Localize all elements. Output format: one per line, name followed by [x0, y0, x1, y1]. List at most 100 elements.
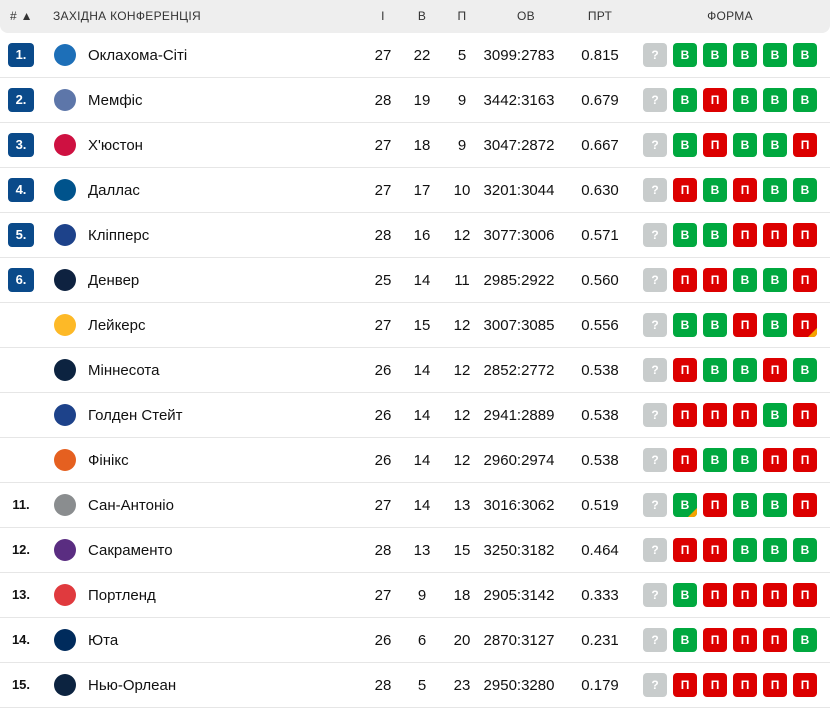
team-name[interactable]: Юта — [88, 632, 119, 649]
upcoming-game[interactable]: ? — [643, 268, 667, 292]
table-row[interactable]: 7. Лейкерс 27 15 12 3007:3085 0.556 ? В В П… — [0, 303, 830, 348]
form-win[interactable]: В — [733, 88, 757, 112]
form-loss[interactable]: П — [703, 88, 727, 112]
upcoming-game[interactable]: ? — [643, 493, 667, 517]
form-loss[interactable]: П — [733, 403, 757, 427]
upcoming-game[interactable]: ? — [643, 133, 667, 157]
pct-header[interactable]: ПРТ — [587, 9, 613, 23]
points-header[interactable]: ОВ — [517, 9, 535, 23]
upcoming-game[interactable]: ? — [643, 583, 667, 607]
form-loss[interactable]: П — [763, 583, 787, 607]
form-win[interactable]: В — [793, 88, 817, 112]
form-loss[interactable]: П — [733, 673, 757, 697]
form-win[interactable]: В — [673, 583, 697, 607]
team-name[interactable]: Даллас — [88, 182, 140, 199]
form-win[interactable]: В — [793, 178, 817, 202]
form-win[interactable]: В — [733, 133, 757, 157]
table-row[interactable]: 11. Сан-Антоніо 27 14 13 3016:3062 0.519… — [0, 483, 830, 528]
table-row[interactable]: 3. Х'юстон 27 18 9 3047:2872 0.667 ? В П В В… — [0, 123, 830, 168]
team-name[interactable]: Мемфіс — [88, 92, 143, 109]
table-row[interactable]: 4. Даллас 27 17 10 3201:3044 0.630 ? П В П В… — [0, 168, 830, 213]
form-win[interactable]: В — [733, 448, 757, 472]
form-loss[interactable]: П — [793, 313, 817, 337]
form-win[interactable]: В — [673, 493, 697, 517]
form-win[interactable]: В — [793, 538, 817, 562]
table-row[interactable]: 9. Голден Стейт 26 14 12 2941:2889 0.538… — [0, 393, 830, 438]
form-win[interactable]: В — [733, 43, 757, 67]
form-loss[interactable]: П — [793, 223, 817, 247]
form-win[interactable]: В — [673, 88, 697, 112]
form-win[interactable]: В — [733, 268, 757, 292]
games-header[interactable]: І — [381, 9, 385, 23]
form-win[interactable]: В — [763, 403, 787, 427]
table-row[interactable]: 5. Кліпперс 28 16 12 3077:3006 0.571 ? В В… — [0, 213, 830, 258]
form-loss[interactable]: П — [793, 268, 817, 292]
team-name[interactable]: Портленд — [88, 587, 156, 604]
form-win[interactable]: В — [763, 493, 787, 517]
form-loss[interactable]: П — [673, 268, 697, 292]
form-win[interactable]: В — [763, 313, 787, 337]
form-win[interactable]: В — [703, 313, 727, 337]
form-loss[interactable]: П — [703, 133, 727, 157]
form-loss[interactable]: П — [733, 583, 757, 607]
sort-rank-header[interactable]: # ▲ — [10, 9, 33, 23]
upcoming-game[interactable]: ? — [643, 358, 667, 382]
form-win[interactable]: В — [673, 313, 697, 337]
form-win[interactable]: В — [793, 358, 817, 382]
table-row[interactable]: 15. Нью-Орлеан 28 5 23 2950:3280 0.179 ?… — [0, 663, 830, 708]
upcoming-game[interactable]: ? — [643, 448, 667, 472]
upcoming-game[interactable]: ? — [643, 223, 667, 247]
form-loss[interactable]: П — [703, 583, 727, 607]
form-win[interactable]: В — [733, 358, 757, 382]
form-win[interactable]: В — [763, 43, 787, 67]
form-loss[interactable]: П — [703, 268, 727, 292]
form-loss[interactable]: П — [763, 628, 787, 652]
form-loss[interactable]: П — [733, 628, 757, 652]
table-row[interactable]: 13. Портленд 27 9 18 2905:3142 0.333 ? В П… — [0, 573, 830, 618]
form-loss[interactable]: П — [703, 538, 727, 562]
upcoming-game[interactable]: ? — [643, 313, 667, 337]
form-win[interactable]: В — [793, 628, 817, 652]
form-loss[interactable]: П — [673, 403, 697, 427]
form-win[interactable]: В — [733, 538, 757, 562]
form-win[interactable]: В — [703, 43, 727, 67]
losses-header[interactable]: П — [457, 9, 467, 23]
table-row[interactable]: 12. Сакраменто 28 13 15 3250:3182 0.464 … — [0, 528, 830, 573]
form-win[interactable]: В — [673, 43, 697, 67]
upcoming-game[interactable]: ? — [643, 538, 667, 562]
form-win[interactable]: В — [733, 493, 757, 517]
team-name[interactable]: Оклахома-Сіті — [88, 47, 188, 64]
form-loss[interactable]: П — [793, 493, 817, 517]
team-name[interactable]: Міннесота — [88, 362, 160, 379]
upcoming-game[interactable]: ? — [643, 673, 667, 697]
form-win[interactable]: В — [763, 538, 787, 562]
upcoming-game[interactable]: ? — [643, 628, 667, 652]
team-name[interactable]: Лейкерс — [88, 317, 146, 334]
form-loss[interactable]: П — [763, 358, 787, 382]
upcoming-game[interactable]: ? — [643, 88, 667, 112]
wins-header[interactable]: В — [417, 9, 427, 23]
team-name[interactable]: Кліпперс — [88, 227, 150, 244]
table-row[interactable]: 1. Оклахома-Сіті 27 22 5 3099:2783 0.815… — [0, 33, 830, 78]
form-win[interactable]: В — [763, 133, 787, 157]
table-row[interactable]: 10. Фінікс 26 14 12 2960:2974 0.538 ? П В В… — [0, 438, 830, 483]
table-row[interactable]: 14. Юта 26 6 20 2870:3127 0.231 ? В П П П В — [0, 618, 830, 663]
form-loss[interactable]: П — [733, 223, 757, 247]
form-win[interactable]: В — [673, 628, 697, 652]
table-row[interactable]: 8. Міннесота 26 14 12 2852:2772 0.538 ? П… — [0, 348, 830, 393]
team-name[interactable]: Сан-Антоніо — [88, 497, 174, 514]
team-name[interactable]: Х'юстон — [88, 137, 143, 154]
table-row[interactable]: 6. Денвер 25 14 11 2985:2922 0.560 ? П П В В… — [0, 258, 830, 303]
form-loss[interactable]: П — [673, 538, 697, 562]
form-loss[interactable]: П — [673, 448, 697, 472]
form-win[interactable]: В — [763, 178, 787, 202]
form-loss[interactable]: П — [793, 673, 817, 697]
form-loss[interactable]: П — [793, 583, 817, 607]
form-loss[interactable]: П — [673, 178, 697, 202]
upcoming-game[interactable]: ? — [643, 403, 667, 427]
form-win[interactable]: В — [703, 223, 727, 247]
form-loss[interactable]: П — [673, 673, 697, 697]
form-win[interactable]: В — [793, 43, 817, 67]
team-name[interactable]: Нью-Орлеан — [88, 677, 177, 694]
form-win[interactable]: В — [703, 178, 727, 202]
